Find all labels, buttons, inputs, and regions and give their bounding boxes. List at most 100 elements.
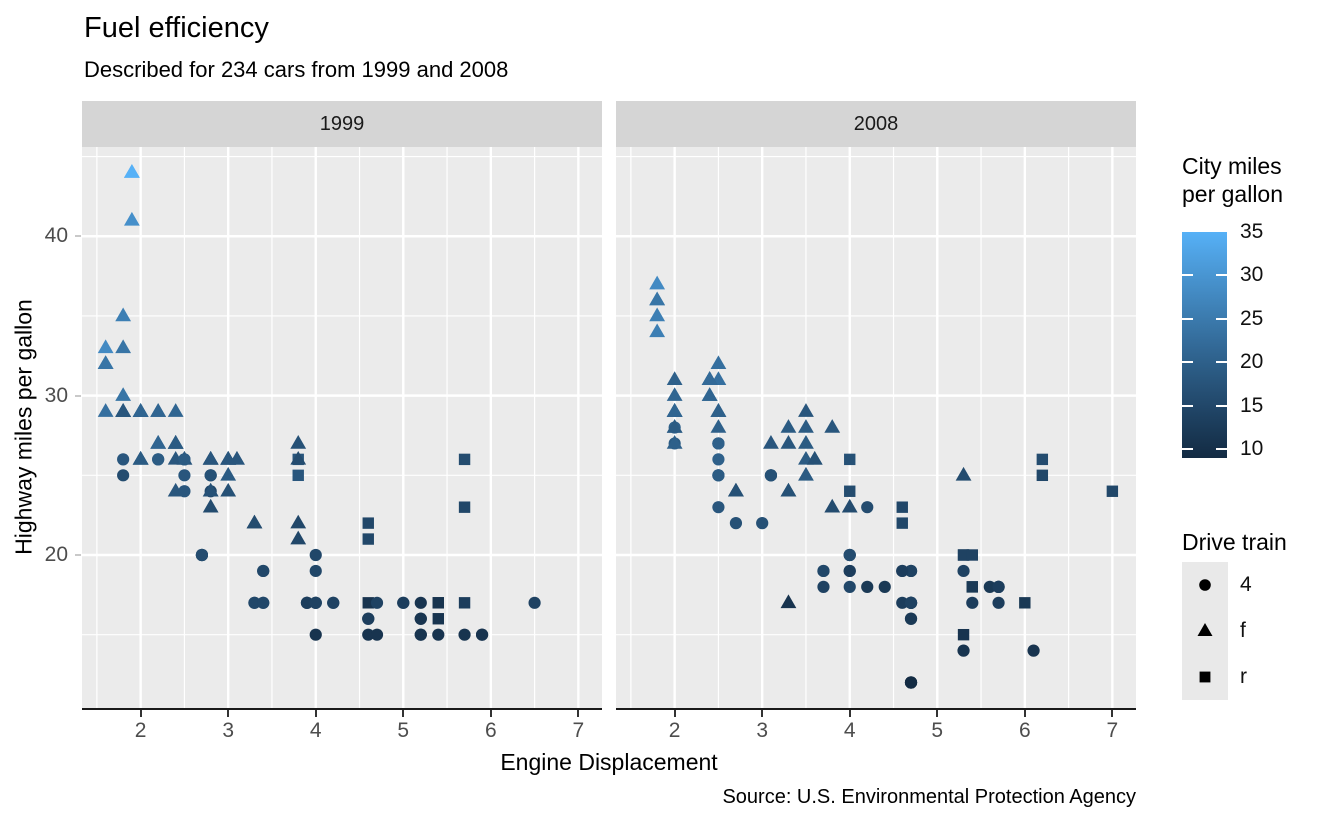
triangle-point (701, 371, 718, 385)
x-tick-label: 3 (756, 719, 769, 742)
circle-point (904, 596, 918, 609)
circle-point (756, 517, 769, 530)
triangle-point (728, 482, 744, 497)
triangle-point (701, 387, 718, 401)
x-tick-mark (761, 710, 764, 717)
colorbar-tick-right (1216, 448, 1227, 451)
y-tick-label: 20 (44, 543, 68, 566)
triangle-point (167, 435, 184, 449)
circle-point (1199, 579, 1211, 591)
triangle-point (806, 450, 823, 465)
triangle-point (290, 435, 307, 449)
facet-panel-2008 (616, 147, 1136, 708)
circle-point (117, 453, 130, 466)
circle-point (992, 596, 1005, 609)
circle-point (327, 596, 340, 609)
square-point (458, 453, 471, 466)
circle-point (896, 564, 909, 578)
triangle-point (666, 419, 683, 433)
colorbar-tick-label: 25 (1240, 306, 1264, 330)
circle-point (414, 596, 427, 609)
x-tick-label: 7 (1106, 719, 1119, 742)
triangle-point (798, 403, 814, 417)
circle-point (309, 628, 322, 641)
square-point (1106, 485, 1119, 497)
triangle-point (666, 387, 683, 401)
triangle-point (150, 435, 167, 449)
square-point (432, 613, 444, 625)
circle-point (904, 676, 918, 689)
circle-point (370, 596, 384, 609)
colorbar-tick-right (1216, 404, 1227, 407)
circle-point (896, 596, 909, 609)
square-point (844, 485, 856, 497)
triangle-glyph (1197, 623, 1213, 637)
triangle-point (666, 371, 683, 385)
circle-point (843, 564, 856, 578)
x-tick-mark (227, 710, 230, 717)
facet-strip-2008: 2008 (616, 101, 1136, 147)
triangle-point (649, 323, 666, 338)
square-point (292, 469, 304, 482)
triangle-point (649, 291, 666, 306)
plot-title: Fuel efficiency (84, 12, 269, 44)
colorbar-tick-label: 30 (1240, 263, 1264, 287)
circle-point (712, 437, 725, 450)
circle-point (414, 628, 427, 641)
square-point (1036, 453, 1049, 466)
colorbar-tick-left (1182, 404, 1193, 407)
circle-point (362, 628, 375, 641)
circle-point (966, 596, 979, 609)
circle-point (712, 469, 725, 482)
x-tick-label: 6 (1018, 719, 1031, 742)
x-tick-label: 2 (134, 719, 147, 742)
circle-point (992, 580, 1005, 593)
triangle-point (649, 275, 666, 290)
triangle-point (150, 403, 167, 417)
circle-point (178, 485, 191, 498)
colorbar-tick-label: 15 (1240, 393, 1264, 417)
circle-point (729, 517, 743, 530)
y-tick-mark (75, 554, 81, 556)
scatter-canvas-1999 (82, 147, 602, 708)
square-point (1019, 597, 1031, 609)
square-point (432, 597, 444, 609)
triangle-point (798, 419, 814, 433)
triangle-point (167, 403, 184, 417)
triangle-point (123, 211, 140, 226)
circle-point (1027, 644, 1040, 657)
circle-point (817, 564, 830, 578)
triangle-point (132, 450, 149, 465)
triangle-point (97, 403, 114, 417)
triangle-point (220, 466, 237, 481)
circle-point (309, 548, 322, 562)
square-point (362, 517, 374, 529)
circle-point (414, 612, 427, 625)
x-tick-label: 3 (222, 719, 235, 742)
legend-key-label: 4 (1240, 573, 1252, 596)
x-tick-mark (139, 710, 142, 717)
x-tick-label: 7 (572, 719, 585, 742)
plot-subtitle: Described for 234 cars from 1999 and 200… (84, 57, 509, 82)
x-axis-line-2008 (616, 708, 1136, 710)
x-tick-mark (1111, 710, 1114, 717)
circle-point (152, 453, 165, 466)
legend-key-4 (1182, 562, 1228, 608)
circle-point (475, 628, 489, 641)
square-point (966, 581, 978, 593)
circle-point (178, 453, 191, 466)
square-point (957, 549, 970, 561)
triangle-point (220, 482, 237, 497)
triangle-point (780, 594, 797, 609)
circle-point (309, 564, 322, 578)
triangle-point (115, 339, 132, 354)
x-tick-label: 6 (484, 719, 497, 742)
circle-point (117, 469, 130, 482)
shape-legend-title: Drive train (1182, 529, 1287, 555)
circle-point (300, 596, 314, 609)
circle-point (178, 469, 191, 482)
legend-key-label: r (1240, 665, 1247, 688)
circle-point (904, 612, 918, 625)
triangle-point (798, 435, 814, 449)
